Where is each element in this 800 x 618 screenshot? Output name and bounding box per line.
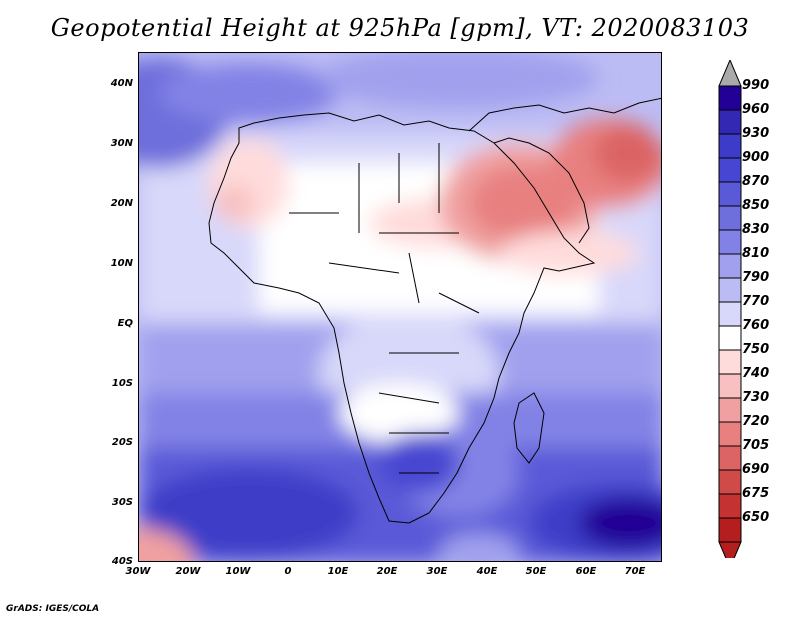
colorbar-swatch xyxy=(718,325,742,351)
lon-label-10e: 10E xyxy=(327,566,349,577)
colorbar-label: 690 xyxy=(742,462,770,477)
lon-label-70e: 70E xyxy=(624,566,646,577)
colorbar-label: 960 xyxy=(742,102,770,117)
colorbar-label: 870 xyxy=(742,174,770,189)
lat-label-20n: 20N xyxy=(110,198,133,209)
lat-label-20s: 20S xyxy=(111,437,133,448)
colorbar-swatch xyxy=(718,349,742,375)
lat-label-40s: 40S xyxy=(111,556,133,567)
lon-label-40e: 40E xyxy=(476,566,498,577)
colorbar-swatch xyxy=(718,421,742,447)
colorbar-swatch xyxy=(718,493,742,519)
colorbar-label: 930 xyxy=(742,126,770,141)
colorbar-swatch xyxy=(718,229,742,255)
field-shading xyxy=(139,53,661,561)
colorbar-swatch xyxy=(718,277,742,303)
colorbar-swatch xyxy=(718,397,742,423)
grads-credit: GrADS: IGES/COLA xyxy=(6,604,100,614)
geopotential-field xyxy=(139,53,661,561)
colorbar-label: 810 xyxy=(742,246,770,261)
colorbar-swatch xyxy=(718,133,742,159)
lat-label-30n: 30N xyxy=(110,138,133,149)
colorbar-swatch xyxy=(718,253,742,279)
colorbar-swatch xyxy=(718,181,742,207)
lon-label-0: 0 xyxy=(284,566,292,577)
colorbar-label: 990 xyxy=(742,78,770,93)
lon-label-20e: 20E xyxy=(376,566,398,577)
lon-label-30e: 30E xyxy=(426,566,448,577)
lat-label-30s: 30S xyxy=(111,497,133,508)
colorbar-swatch xyxy=(718,109,742,135)
colorbar-label: 740 xyxy=(742,366,770,381)
colorbar-swatch xyxy=(718,157,742,183)
colorbar-under-triangle xyxy=(718,541,742,558)
colorbar-swatch xyxy=(718,205,742,231)
lon-label-60e: 60E xyxy=(575,566,597,577)
colorbar-over-triangle xyxy=(718,60,742,87)
colorbar-swatch xyxy=(718,301,742,327)
lat-label-40n: 40N xyxy=(110,78,133,89)
colorbar-label: 705 xyxy=(742,438,770,453)
colorbar-label: 850 xyxy=(742,198,770,213)
colorbar-swatch xyxy=(718,85,742,111)
lat-label-10n: 10N xyxy=(110,258,133,269)
colorbar-label: 760 xyxy=(742,318,770,333)
colorbar-swatch xyxy=(718,445,742,471)
colorbar-label: 675 xyxy=(742,486,770,501)
lon-label-10w: 10W xyxy=(225,566,251,577)
colorbar-swatch xyxy=(718,373,742,399)
lat-label-eq: EQ xyxy=(117,318,133,329)
map-title: Geopotential Height at 925hPa [gpm], VT:… xyxy=(50,14,750,42)
colorbar-label: 720 xyxy=(742,414,770,429)
colorbar-swatch xyxy=(718,469,742,495)
colorbar-label: 900 xyxy=(742,150,770,165)
lon-label-50e: 50E xyxy=(525,566,547,577)
colorbar-label: 790 xyxy=(742,270,770,285)
colorbar-swatch xyxy=(718,517,742,543)
colorbar-label: 650 xyxy=(742,510,770,525)
colorbar-label: 750 xyxy=(742,342,770,357)
lon-label-20w: 20W xyxy=(175,566,201,577)
colorbar-label: 770 xyxy=(742,294,770,309)
map-panel xyxy=(138,52,662,562)
lon-label-30w: 30W xyxy=(125,566,151,577)
lat-label-10s: 10S xyxy=(111,378,133,389)
colorbar-label: 830 xyxy=(742,222,770,237)
colorbar xyxy=(718,60,742,558)
coastlines xyxy=(208,97,661,524)
colorbar-label: 730 xyxy=(742,390,770,405)
